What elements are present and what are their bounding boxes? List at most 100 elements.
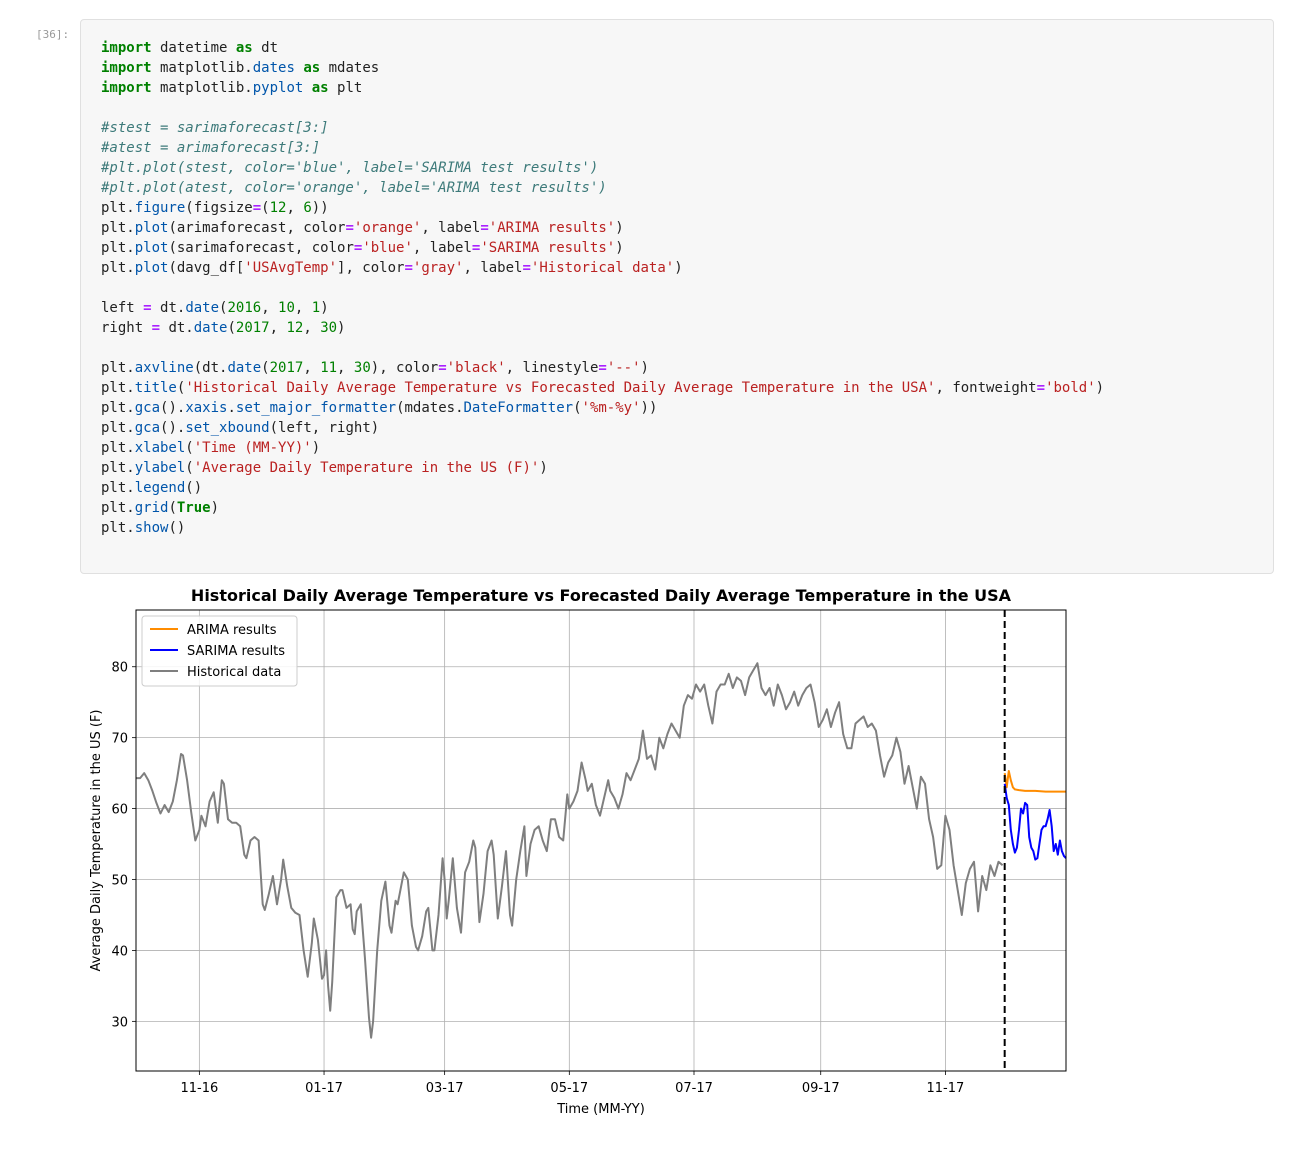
y-tick-label: 30 <box>111 1015 128 1030</box>
code-token: 11 <box>320 360 338 376</box>
code-token: = <box>252 200 262 216</box>
code-token: ( <box>573 400 582 416</box>
code-token: , <box>303 320 321 336</box>
code-line: #plt.plot(stest, color='blue', label='SA… <box>101 158 1104 178</box>
code-token: 2017 <box>235 320 270 336</box>
code-token: ( <box>227 320 236 336</box>
code-token: dt <box>252 40 279 56</box>
chart: 11-16 01-17 03-17 05-17 07-17 09-17 11-17 30 40 5… <box>89 586 1067 1117</box>
code-token: 'ARIMA results' <box>488 220 616 236</box>
code-token: plt. <box>101 240 135 256</box>
code-token: ( <box>176 380 186 396</box>
code-token: , <box>294 300 312 316</box>
sarima-results-line <box>1003 783 1067 861</box>
code-token: as <box>303 60 321 76</box>
code-token: dt. <box>151 300 186 316</box>
x-tick-label: 11-17 <box>927 1081 965 1096</box>
code-token: ) <box>674 260 683 276</box>
code-line: plt.legend() <box>101 478 1104 498</box>
code-token: xaxis <box>185 400 228 416</box>
code-line: #atest = arimaforecast[3:] <box>101 138 1104 158</box>
plot-frame <box>135 609 1067 1072</box>
code-token: ( <box>185 460 194 476</box>
code-token: gca <box>134 420 161 436</box>
code-editor[interactable]: import datetime as dt import matplotlib.d… <box>101 38 1104 538</box>
y-tick-label: 50 <box>111 874 128 889</box>
legend-label: Historical data <box>187 665 281 680</box>
code-token: 'bold' <box>1045 380 1096 396</box>
code-token: ylabel <box>134 460 186 476</box>
code-token: = <box>404 260 413 276</box>
code-line: plt.ylabel('Average Daily Temperature in… <box>101 458 1104 478</box>
code-line <box>101 338 1104 358</box>
code-token: plt. <box>101 400 135 416</box>
code-cell[interactable]: import datetime as dt import matplotlib.d… <box>80 19 1274 574</box>
code-token: , <box>303 360 321 376</box>
code-token: plot <box>134 240 169 256</box>
code-line: #stest = sarimaforecast[3:] <box>101 118 1104 138</box>
code-token: plt <box>328 80 363 96</box>
cell-output: 11-16 01-17 03-17 05-17 07-17 09-17 11-17 30 40 5… <box>80 580 1080 1120</box>
code-token: = <box>438 360 447 376</box>
code-token: )) <box>640 400 658 416</box>
code-token: True <box>176 500 211 516</box>
code-token: plt. <box>101 220 135 236</box>
code-token: #plt.plot(atest, color='orange', label='… <box>101 180 607 196</box>
code-token: plt. <box>101 200 135 216</box>
code-token: grid <box>134 500 169 516</box>
code-line: plt.axvline(dt.date(2017, 11, 30), color… <box>101 358 1104 378</box>
code-token: gca <box>134 400 161 416</box>
code-line: #plt.plot(atest, color='orange', label='… <box>101 178 1104 198</box>
code-token: figure <box>134 200 186 216</box>
code-token: = <box>1036 380 1046 396</box>
code-token: 'orange' <box>353 220 422 236</box>
code-token: #atest = arimaforecast[3:] <box>101 140 321 156</box>
code-token: title <box>134 380 177 396</box>
code-token: pyplot <box>252 80 304 96</box>
code-line <box>101 98 1104 118</box>
code-token: (mdates. <box>396 400 464 416</box>
code-token: = <box>151 320 161 336</box>
code-line: plt.plot(davg_df['USAvgTemp'], color='gr… <box>101 258 1104 278</box>
code-token: 12 <box>286 320 304 336</box>
code-token: , <box>261 300 279 316</box>
code-token: ) <box>640 360 649 376</box>
code-token: ) <box>539 460 548 476</box>
code-token: ( <box>261 200 270 216</box>
code-token: = <box>522 260 531 276</box>
code-token: , label <box>463 260 523 276</box>
code-token: , linestyle <box>505 360 599 376</box>
code-token: date <box>185 300 220 316</box>
code-line: plt.plot(sarimaforecast, color='blue', l… <box>101 238 1104 258</box>
code-token: right <box>101 320 152 336</box>
code-token: 30 <box>353 360 371 376</box>
y-tick-label: 60 <box>111 803 128 818</box>
code-token: = <box>471 240 481 256</box>
code-token: legend <box>134 480 186 496</box>
code-line: plt.title('Historical Daily Average Temp… <box>101 378 1104 398</box>
code-token: 10 <box>278 300 295 316</box>
chart-legend: ARIMA results SARIMA results Historical da… <box>141 615 298 687</box>
code-token: (). <box>160 400 186 416</box>
x-tick-label: 09-17 <box>802 1081 840 1096</box>
y-tick-label: 40 <box>111 944 128 959</box>
code-token: 'gray' <box>412 260 464 276</box>
code-token: 'USAvgTemp' <box>244 260 338 276</box>
code-line: plt.gca().set_xbound(left, right) <box>101 418 1104 438</box>
code-token: ( <box>219 300 228 316</box>
chart-ticks: 11-16 01-17 03-17 05-17 07-17 09-17 11-17 30 40 5… <box>111 661 964 1096</box>
code-token: 2017 <box>269 360 304 376</box>
code-token: ( <box>168 500 177 516</box>
legend-label: ARIMA results <box>187 623 277 638</box>
code-token: 'SARIMA results' <box>480 240 616 256</box>
code-token: 30 <box>320 320 338 336</box>
code-token <box>303 80 311 96</box>
y-tick-label: 70 <box>111 732 128 747</box>
code-token: () <box>168 520 186 536</box>
code-token: import <box>101 60 152 76</box>
code-token: 1 <box>311 300 321 316</box>
code-line <box>101 278 1104 298</box>
code-token: mdates <box>320 60 380 76</box>
code-token: . <box>227 400 236 416</box>
code-token: ) <box>337 320 346 336</box>
